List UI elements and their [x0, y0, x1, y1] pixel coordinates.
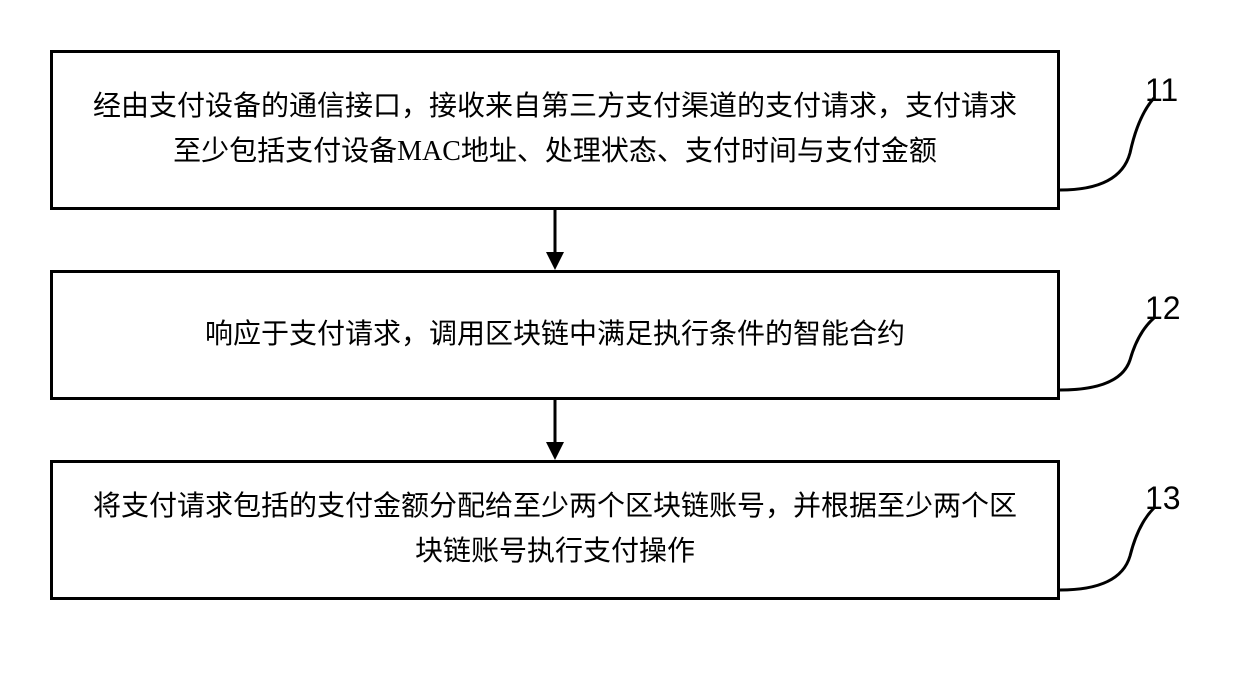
connector-12	[1060, 318, 1200, 418]
arrow-11-12	[50, 210, 1060, 270]
flow-step-11-text: 经由支付设备的通信接口，接收来自第三方支付渠道的支付请求，支付请求至少包括支付设…	[93, 85, 1017, 175]
arrow-12-13	[50, 400, 1060, 460]
connector-13	[1060, 508, 1200, 618]
flow-step-12-text: 响应于支付请求，调用区块链中满足执行条件的智能合约	[205, 313, 905, 358]
flow-step-11: 经由支付设备的通信接口，接收来自第三方支付渠道的支付请求，支付请求至少包括支付设…	[50, 50, 1060, 210]
flow-step-13: 将支付请求包括的支付金额分配给至少两个区块链账号，并根据至少两个区块链账号执行支…	[50, 460, 1060, 600]
flow-step-12-label: 12	[1145, 290, 1181, 327]
flow-step-13-text: 将支付请求包括的支付金额分配给至少两个区块链账号，并根据至少两个区块链账号执行支…	[93, 485, 1017, 575]
flow-step-13-label: 13	[1145, 480, 1181, 517]
connector-11	[1060, 98, 1200, 218]
flowchart-container: 经由支付设备的通信接口，接收来自第三方支付渠道的支付请求，支付请求至少包括支付设…	[50, 50, 1190, 600]
flow-step-12: 响应于支付请求，调用区块链中满足执行条件的智能合约	[50, 270, 1060, 400]
flow-step-11-label: 11	[1145, 72, 1178, 109]
